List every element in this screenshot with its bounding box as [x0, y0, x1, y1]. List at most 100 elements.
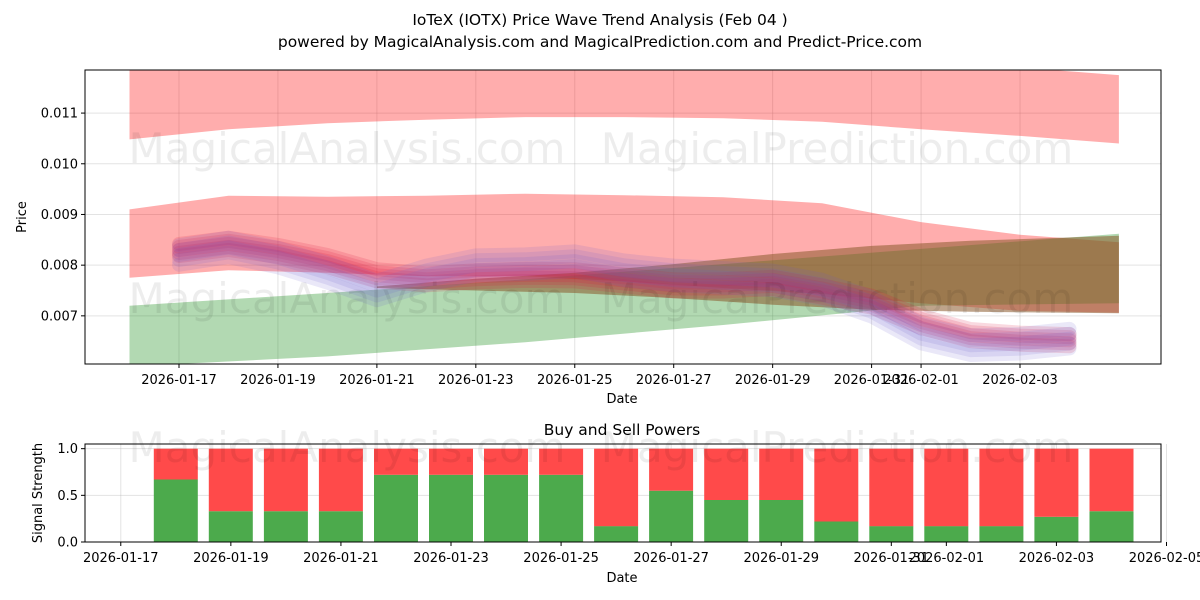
power-y-tick-label: 1.0 [57, 442, 78, 457]
sell-bar [759, 448, 804, 500]
buy-bar [924, 526, 969, 542]
wave-line-0-1 [172, 239, 1077, 351]
price-x-label: Date [606, 392, 637, 407]
watermark-prediction-3: MagicalPrediction.com [601, 423, 1074, 472]
price-y-tick-label: 0.011 [41, 107, 78, 122]
sell-bar [263, 448, 308, 512]
power-plot-frame [84, 443, 1162, 543]
buy-bar [484, 474, 528, 542]
power-x-tick-label: 2026-01-19 [193, 551, 269, 566]
power-x-tick-label: 2026-01-25 [523, 551, 599, 566]
buy-bar [208, 511, 253, 542]
sell-bar [153, 448, 198, 480]
sell-bar [1034, 448, 1079, 517]
power-y-tick-label: 0.0 [57, 536, 78, 551]
sell-bar [649, 448, 694, 491]
power-title: Buy and Sell Powers [544, 421, 701, 439]
chart-subtitle: powered by MagicalAnalysis.com and Magic… [278, 33, 922, 51]
power-y-tick-label: 0.5 [57, 489, 78, 504]
buy-bar [1089, 511, 1134, 542]
wave-line-1-3 [172, 235, 1077, 348]
chart-title: IoTeX (IOTX) Price Wave Trend Analysis (… [412, 11, 787, 29]
buy-bar [814, 521, 859, 542]
price-x-tick-label: 2026-01-19 [240, 373, 316, 388]
buy-bar [594, 526, 639, 542]
watermark-prediction-2: MagicalPrediction.com [601, 274, 1074, 323]
power-x-tick-label: 2026-01-31 [854, 551, 930, 566]
price-x-tick-label: 2026-01-17 [141, 373, 217, 388]
power-x-tick-label: 2026-01-29 [743, 551, 819, 566]
wave-line-0-4 [172, 230, 1077, 342]
price-x-tick-label: 2026-01-27 [636, 373, 712, 388]
price-y-tick-label: 0.007 [41, 309, 78, 324]
buy-bar [979, 526, 1024, 542]
sell-bar [484, 448, 528, 475]
sell-bar [979, 448, 1024, 527]
power-x-tick-label: 2026-01-17 [83, 551, 159, 566]
price-y-label: Price [15, 201, 30, 233]
sell-bar [924, 448, 969, 527]
buy-bar [649, 490, 694, 542]
price-x-tick-label: 2026-01-21 [339, 373, 415, 388]
buy-bar [318, 511, 363, 542]
buy-bar [759, 500, 804, 542]
price-x-tick-label: 2026-01-31 [834, 373, 910, 388]
power-x-tick-label: 2026-02-05 [1129, 551, 1200, 566]
buy-bar [869, 526, 914, 542]
buy-bar [539, 474, 584, 542]
power-y-ticks: 0.0 0.5 1.0 [57, 442, 85, 551]
price-bands [129, 70, 1119, 364]
wave-line-1-4 [172, 230, 1077, 343]
price-chart: IoTeX (IOTX) Price Wave Trend Analysis (… [15, 11, 1162, 407]
price-y-tick-label: 0.009 [41, 208, 78, 223]
power-chart: Buy and Sell Powers MagicalAnalysis.com … [31, 421, 1200, 586]
buy-bar [374, 474, 418, 542]
wave-line-1-1 [172, 245, 1077, 358]
watermark-analysis-3: MagicalAnalysis.com [129, 423, 566, 472]
watermark-analysis: MagicalAnalysis.com [129, 124, 566, 173]
price-grid [85, 70, 1161, 364]
sell-bar [539, 448, 584, 475]
buy-bar [429, 474, 473, 542]
wave-line-0-0 [172, 242, 1077, 354]
buy-bar [153, 479, 198, 542]
sell-bar [814, 448, 859, 522]
power-x-tick-label: 2026-01-23 [413, 551, 489, 566]
buy-bar [704, 500, 749, 542]
price-x-tick-label: 2026-02-01 [883, 373, 959, 388]
price-x-ticks: 2026-01-17 2026-01-19 2026-01-21 2026-01-23… [141, 364, 1058, 388]
wave-line-0-3 [172, 233, 1077, 345]
power-x-tick-label: 2026-01-21 [303, 551, 379, 566]
price-plot-frame [84, 69, 1162, 365]
power-x-ticks: 2026-01-17 2026-01-19 2026-01-21 2026-01-23… [83, 542, 1200, 566]
power-x-tick-label: 2026-01-27 [633, 551, 709, 566]
sell-bar [704, 448, 749, 500]
wave-line-1-0 [172, 250, 1077, 362]
brown-band [376, 235, 1119, 314]
power-x-tick-label: 2026-02-01 [909, 551, 985, 566]
price-y-ticks: 0.007 0.008 0.009 0.010 0.011 [41, 107, 85, 324]
wave-line-1-2 [172, 240, 1077, 353]
price-x-tick-label: 2026-01-29 [735, 373, 811, 388]
price-x-tick-label: 2026-02-03 [982, 373, 1058, 388]
watermark-prediction: MagicalPrediction.com [601, 124, 1074, 173]
sell-bar [318, 448, 363, 512]
wave-line-0-2 [172, 236, 1077, 348]
price-series [172, 230, 1077, 362]
sell-bar [208, 448, 253, 512]
price-y-tick-label: 0.008 [41, 259, 78, 274]
price-y-tick-label: 0.010 [41, 157, 78, 172]
watermark-analysis-2: MagicalAnalysis.com [129, 274, 566, 323]
price-x-tick-label: 2026-01-25 [537, 373, 613, 388]
price-x-tick-label: 2026-01-23 [438, 373, 514, 388]
sell-bar [429, 448, 473, 475]
sell-bar [374, 448, 418, 475]
buy-bar [1034, 516, 1079, 542]
sell-bar [1089, 448, 1134, 512]
power-x-tick-label: 2026-02-03 [1019, 551, 1095, 566]
sell-bar [594, 448, 639, 527]
sell-bar [869, 448, 914, 527]
power-y-label: Signal Strength [31, 443, 46, 543]
power-bars [153, 448, 1134, 542]
